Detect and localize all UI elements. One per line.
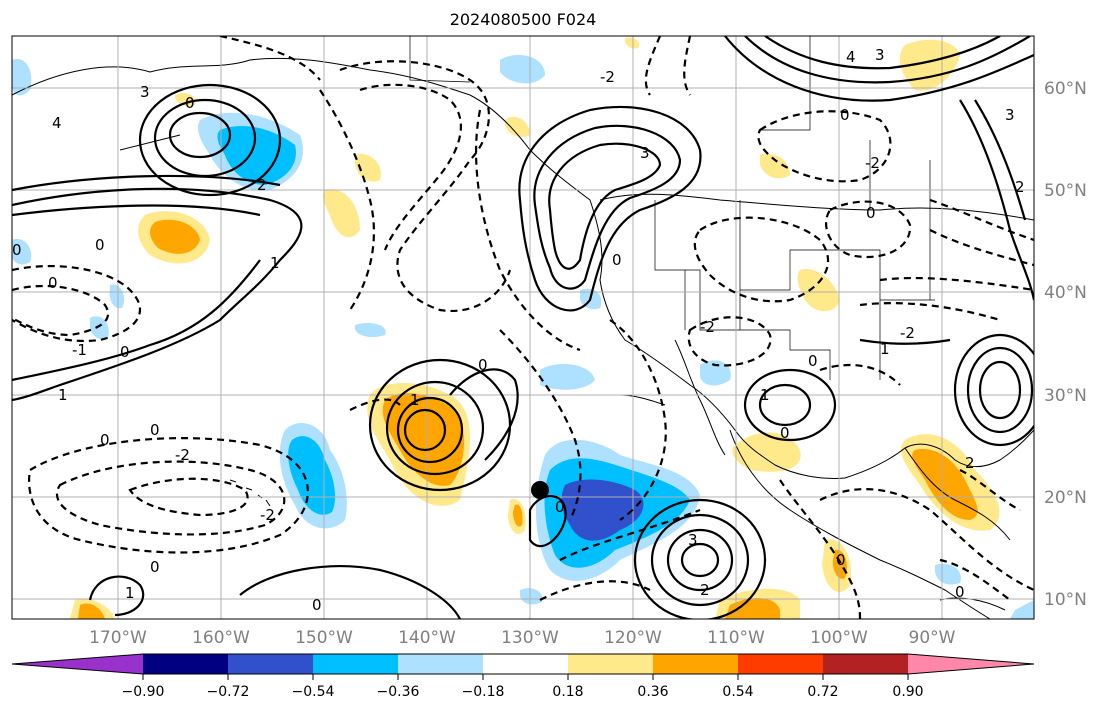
colorbar-segment xyxy=(823,654,908,674)
contour-label: 0 xyxy=(12,241,22,259)
contour-labels: 4 3 0 2 0 -1 0 1 1 0 -2 -2 1 0 0 -2 3 -2… xyxy=(12,46,1025,614)
lon-tick-label: 110°W xyxy=(707,628,765,648)
contour-label: 1 xyxy=(880,340,890,358)
colorbar-overflow-arrow xyxy=(908,654,1034,674)
contour-label: -2 xyxy=(865,154,880,172)
colorbar-tick-label: −0.54 xyxy=(292,684,335,700)
contour-label: 3 xyxy=(140,83,150,101)
positive-shading xyxy=(70,37,1000,619)
contour-label: 0 xyxy=(150,421,160,439)
contour-label: -2 xyxy=(600,68,615,86)
lat-tick-label: 30°N xyxy=(1044,386,1087,406)
lon-tick-label: 120°W xyxy=(604,628,662,648)
colorbar-tick-label: 0.36 xyxy=(637,684,668,700)
colorbar-tick-label: −0.18 xyxy=(462,684,505,700)
lat-tick-label: 20°N xyxy=(1044,488,1087,508)
contour-label: 0 xyxy=(478,356,488,374)
gridlines xyxy=(12,36,1034,619)
figure-title: 2024080500 F024 xyxy=(450,10,597,29)
lon-tick-label: 170°W xyxy=(89,628,147,648)
colorbar-segment xyxy=(398,654,483,674)
contour-label: 1 xyxy=(270,254,280,272)
colorbar-underflow-arrow xyxy=(12,654,143,674)
colorbar-segment xyxy=(653,654,738,674)
contour-label: 0 xyxy=(185,94,195,112)
contour-label: 0 xyxy=(48,274,58,292)
contour-label: 0 xyxy=(120,343,130,361)
lon-tick-label: 100°W xyxy=(810,628,868,648)
lon-tick-label: 90°W xyxy=(909,628,956,648)
storm-position-marker xyxy=(531,481,549,499)
contour-label: -2 xyxy=(260,506,275,524)
contour-label: 3 xyxy=(1005,106,1015,124)
contour-label: -2 xyxy=(700,318,715,336)
lat-tick-label: 50°N xyxy=(1044,181,1087,201)
colorbar-segment xyxy=(143,654,228,674)
contour-label: -2 xyxy=(900,324,915,342)
colorbar-segment xyxy=(483,654,568,674)
contour-label: 1 xyxy=(760,386,770,404)
lat-tick-label: 10°N xyxy=(1044,590,1087,610)
negative-shading xyxy=(12,55,1034,619)
contour-label: 0 xyxy=(866,204,876,222)
colorbar-segment xyxy=(313,654,398,674)
colorbar-tick-label: 0.18 xyxy=(552,684,583,700)
contour-label: 3 xyxy=(688,531,698,549)
colorbar-segment xyxy=(568,654,653,674)
contour-label: 0 xyxy=(836,551,846,569)
contour-label: 0 xyxy=(840,106,850,124)
colorbar-segment xyxy=(738,654,823,674)
contour-label: 1 xyxy=(125,584,135,602)
colorbar-segment xyxy=(228,654,313,674)
contour-label: 1 xyxy=(410,391,420,409)
contour-label: 0 xyxy=(612,251,622,269)
colorbar-tick-label: −0.72 xyxy=(207,684,250,700)
contour-label: 0 xyxy=(95,236,105,254)
solid-contours xyxy=(12,36,1034,619)
latitude-axis: 60°N 50°N 40°N 30°N 20°N 10°N xyxy=(1044,79,1087,610)
dashed-contours xyxy=(12,36,1034,619)
contour-label: 0 xyxy=(150,558,160,576)
colorbar-tick-label: −0.90 xyxy=(122,684,165,700)
lat-tick-label: 40°N xyxy=(1044,283,1087,303)
colorbar-tick-label: −0.36 xyxy=(377,684,420,700)
map-panel: 4 3 0 2 0 -1 0 1 1 0 -2 -2 1 0 0 -2 3 -2… xyxy=(11,35,1035,620)
lon-tick-label: 140°W xyxy=(398,628,456,648)
contour-label: 2 xyxy=(700,581,710,599)
contour-label: 0 xyxy=(780,424,790,442)
contour-label: 0 xyxy=(312,596,322,614)
colorbar-tick-label: 0.54 xyxy=(722,684,753,700)
contour-label: -2 xyxy=(175,446,190,464)
contour-label: 1 xyxy=(58,386,68,404)
longitude-axis: 170°W 160°W 150°W 140°W 130°W 120°W 110°… xyxy=(89,628,956,648)
colorbar-tick-label: 0.90 xyxy=(892,684,923,700)
contour-label: 2 xyxy=(1015,178,1025,196)
colorbar-tick-label: 0.72 xyxy=(807,684,838,700)
contour-label: -1 xyxy=(72,341,87,359)
contour-label: 4 xyxy=(52,114,62,132)
contour-label: 0 xyxy=(555,498,565,516)
contour-label: 0 xyxy=(808,352,818,370)
contour-label: 3 xyxy=(640,144,650,162)
contour-label: 0 xyxy=(100,431,110,449)
lon-tick-label: 130°W xyxy=(501,628,559,648)
lon-tick-label: 150°W xyxy=(295,628,353,648)
lat-tick-label: 60°N xyxy=(1044,79,1087,99)
lon-tick-label: 160°W xyxy=(192,628,250,648)
contour-label: 2 xyxy=(257,176,267,194)
contour-label: 0 xyxy=(955,583,965,601)
contour-label: 2 xyxy=(965,454,975,472)
colorbar: −0.90 −0.72 −0.54 −0.36 −0.18 0.18 0.36 … xyxy=(11,653,1035,700)
contour-label: 3 xyxy=(875,46,885,64)
contour-label: 4 xyxy=(846,48,856,66)
